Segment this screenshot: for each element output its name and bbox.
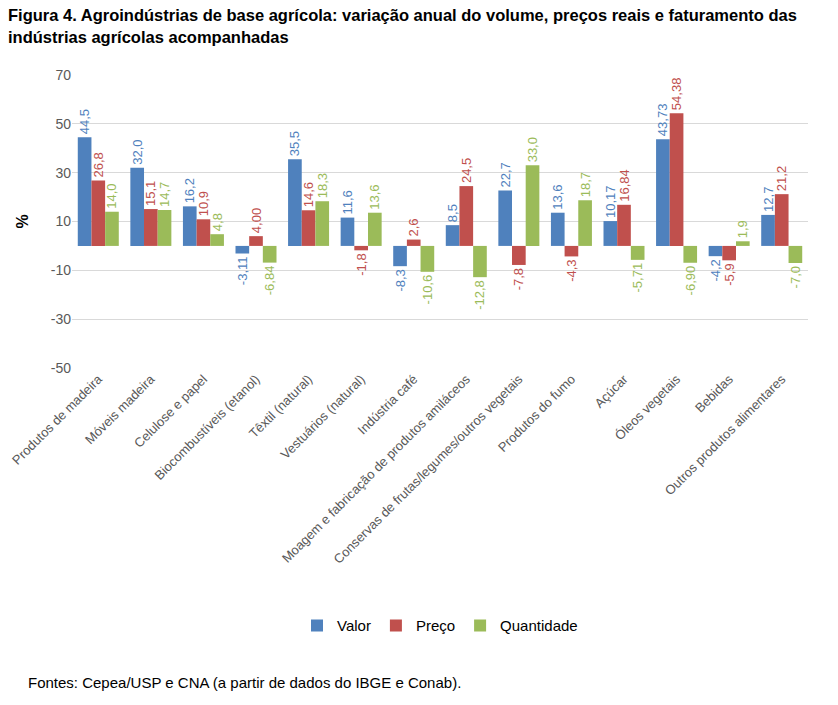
svg-text:13,6: 13,6 [367, 184, 382, 209]
svg-text:-1,8: -1,8 [354, 253, 369, 275]
svg-text:Têxtil (natural): Têxtil (natural) [246, 372, 315, 441]
svg-text:14,7: 14,7 [157, 182, 172, 207]
svg-text:Preço: Preço [416, 617, 455, 634]
svg-text:-50: -50 [51, 360, 71, 376]
svg-text:-4,2: -4,2 [708, 259, 723, 281]
svg-text:Indústria café: Indústria café [355, 372, 421, 438]
svg-text:10: 10 [55, 213, 71, 229]
svg-text:18,7: 18,7 [578, 172, 593, 197]
svg-text:12,7: 12,7 [761, 187, 776, 212]
svg-text:%: % [14, 214, 31, 228]
svg-text:32,0: 32,0 [130, 139, 145, 164]
html-text:Fontes: Cepea/USP e CNA (a par: Fontes: Cepea/USP e CNA (a partir de dad… [28, 674, 462, 691]
svg-text:Outros produtos alimentares: Outros produtos alimentares [662, 371, 789, 498]
svg-text:Celulose e papel: Celulose e papel [131, 372, 210, 451]
svg-text:8,5: 8,5 [445, 204, 460, 222]
svg-text:1,9: 1,9 [735, 220, 750, 238]
svg-text:-6,84: -6,84 [262, 266, 277, 296]
svg-text:16,84: 16,84 [617, 169, 632, 202]
svg-text:Vestuários (natural): Vestuários (natural) [278, 372, 368, 462]
svg-text:-3,11: -3,11 [235, 257, 250, 286]
svg-text:Conservas de frutas/legumes/ou: Conservas de frutas/legumes/outros veget… [331, 371, 526, 566]
svg-text:Quantidade: Quantidade [500, 617, 578, 634]
svg-text:35,5: 35,5 [287, 131, 302, 156]
svg-text:Valor: Valor [337, 617, 371, 634]
svg-text:-10,6: -10,6 [420, 275, 435, 305]
svg-text:-10: -10 [51, 262, 71, 278]
svg-text:4,00: 4,00 [249, 208, 264, 233]
svg-text:-8,3: -8,3 [393, 269, 408, 291]
svg-text:Produtos de madeira: Produtos de madeira [9, 371, 105, 467]
svg-text:2,6: 2,6 [406, 218, 421, 236]
svg-text:-30: -30 [51, 311, 71, 327]
svg-text:22,7: 22,7 [498, 162, 513, 187]
svg-text:43,73: 43,73 [655, 104, 670, 137]
svg-text:33,0: 33,0 [525, 137, 540, 162]
svg-text:14,6: 14,6 [301, 182, 316, 207]
svg-text:24,5: 24,5 [459, 158, 474, 183]
svg-text:-4,3: -4,3 [564, 259, 579, 281]
svg-text:-7,0: -7,0 [788, 266, 803, 288]
svg-text:Óleos vegetais: Óleos vegetais [612, 371, 684, 443]
svg-text:4,8: 4,8 [210, 213, 225, 231]
svg-text:26,8: 26,8 [91, 152, 106, 177]
svg-text:Móveis madeira: Móveis madeira [82, 371, 158, 447]
svg-text:70: 70 [55, 67, 71, 83]
svg-text:Biocombustíveis (etanol): Biocombustíveis (etanol) [151, 372, 262, 483]
svg-text:11,6: 11,6 [340, 190, 355, 214]
svg-text:10,9: 10,9 [196, 191, 211, 216]
svg-text:Moagem e fabricação de produto: Moagem e fabricação de produtos amiláceo… [279, 371, 473, 565]
svg-text:-6,90: -6,90 [683, 266, 698, 296]
svg-text:50: 50 [55, 116, 71, 132]
svg-text:15,1: 15,1 [143, 181, 158, 206]
svg-text:13,6: 13,6 [550, 184, 565, 209]
svg-text:10,17: 10,17 [603, 186, 618, 219]
svg-text:14,0: 14,0 [104, 183, 119, 208]
svg-text:Açúcar: Açúcar [591, 371, 631, 411]
svg-text:-5,9: -5,9 [722, 263, 737, 285]
svg-text:18,3: 18,3 [315, 173, 330, 198]
svg-text:30: 30 [55, 165, 71, 181]
html-text:Figura 4. Agroindústrias de ba: Figura 4. Agroindústrias de base agrícol… [8, 6, 797, 46]
svg-text:-7,8: -7,8 [511, 268, 526, 290]
svg-text:Produtos do fumo: Produtos do fumo [495, 372, 578, 455]
svg-text:-5,71: -5,71 [630, 263, 645, 293]
svg-text:54,38: 54,38 [669, 78, 684, 111]
svg-text:-12,8: -12,8 [472, 280, 487, 310]
svg-text:Bebidas: Bebidas [692, 371, 736, 415]
svg-text:21,2: 21,2 [774, 166, 789, 191]
svg-text:44,5: 44,5 [77, 109, 92, 134]
svg-text:16,2: 16,2 [182, 178, 197, 203]
